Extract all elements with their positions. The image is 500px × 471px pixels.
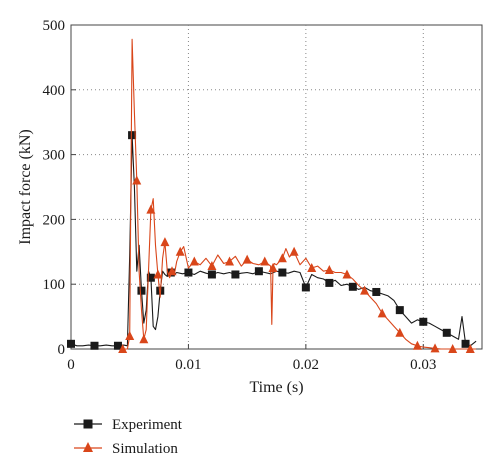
x-tick-label: 0.01 [175, 357, 201, 373]
y-tick-label: 200 [43, 212, 66, 228]
legend-marker-simulation [83, 442, 93, 452]
data-point-simulation [307, 263, 317, 272]
data-point-simulation [277, 253, 287, 263]
data-point-simulation [395, 327, 405, 337]
data-point-simulation [342, 269, 352, 279]
legend-item-experiment: Experiment [74, 417, 183, 433]
data-point-simulation [118, 344, 128, 353]
data-point-experiment [146, 273, 155, 282]
data-point-simulation [125, 331, 135, 341]
data-point-simulation [175, 246, 185, 256]
data-point-experiment [254, 267, 263, 276]
x-axis-ticks: 0 0.01 0.02 0.03 [67, 344, 436, 373]
data-point-simulation [242, 254, 252, 264]
legend-label-experiment: Experiment [112, 417, 183, 433]
data-point-simulation [139, 334, 149, 344]
data-point-experiment [231, 270, 240, 279]
data-point-experiment [348, 282, 357, 291]
data-point-experiment [137, 286, 146, 295]
data-point-experiment [113, 341, 122, 350]
data-point-experiment [301, 283, 310, 292]
data-point-experiment [461, 339, 470, 348]
data-point-simulation [160, 237, 170, 247]
data-point-experiment [184, 268, 193, 277]
data-point-simulation [167, 266, 177, 276]
legend-label-simulation: Simulation [112, 441, 178, 457]
data-point-simulation [207, 261, 217, 271]
plot-area [70, 24, 483, 350]
y-axis-ticks: 0 100 200 300 400 500 [43, 18, 76, 358]
data-point-simulation [260, 256, 270, 266]
data-point-simulation [448, 344, 458, 353]
data-point-experiment [278, 268, 287, 277]
x-tick-label: 0.03 [410, 357, 436, 373]
data-point-simulation [360, 285, 370, 295]
y-tick-label: 300 [43, 148, 66, 164]
series-simulation [118, 38, 477, 353]
data-point-experiment [207, 270, 216, 279]
y-tick-label: 500 [43, 18, 66, 34]
x-tick-label: 0 [67, 357, 75, 373]
data-point-simulation [225, 256, 235, 266]
data-point-simulation [153, 269, 163, 279]
y-tick-label: 100 [43, 277, 66, 293]
x-tick-label: 0.02 [293, 357, 319, 373]
data-point-simulation [430, 343, 440, 353]
x-axis-title: Time (s) [249, 379, 303, 396]
legend-item-simulation: Simulation [74, 441, 178, 457]
y-axis-title: Impact force (kN) [17, 129, 34, 245]
data-point-simulation [324, 264, 334, 274]
data-point-experiment [442, 328, 451, 337]
data-point-experiment [128, 131, 137, 140]
data-point-experiment [395, 306, 404, 315]
series-experiment [67, 131, 477, 350]
series-layer [67, 38, 477, 353]
data-point-experiment [325, 278, 334, 287]
data-point-simulation [132, 175, 142, 185]
legend: Experiment Simulation [74, 417, 183, 457]
data-point-simulation [412, 340, 422, 350]
data-point-experiment [419, 317, 428, 326]
data-point-simulation [268, 263, 278, 272]
legend-marker-experiment [83, 419, 93, 429]
data-point-simulation [189, 256, 199, 266]
data-point-simulation [465, 344, 475, 353]
data-point-experiment [372, 287, 381, 296]
data-point-simulation [289, 246, 299, 256]
data-point-simulation [146, 204, 156, 214]
y-tick-label: 400 [43, 83, 66, 99]
y-tick-label: 0 [58, 342, 66, 358]
data-point-simulation [377, 308, 387, 318]
data-point-experiment [67, 339, 75, 348]
data-point-experiment [90, 341, 99, 350]
